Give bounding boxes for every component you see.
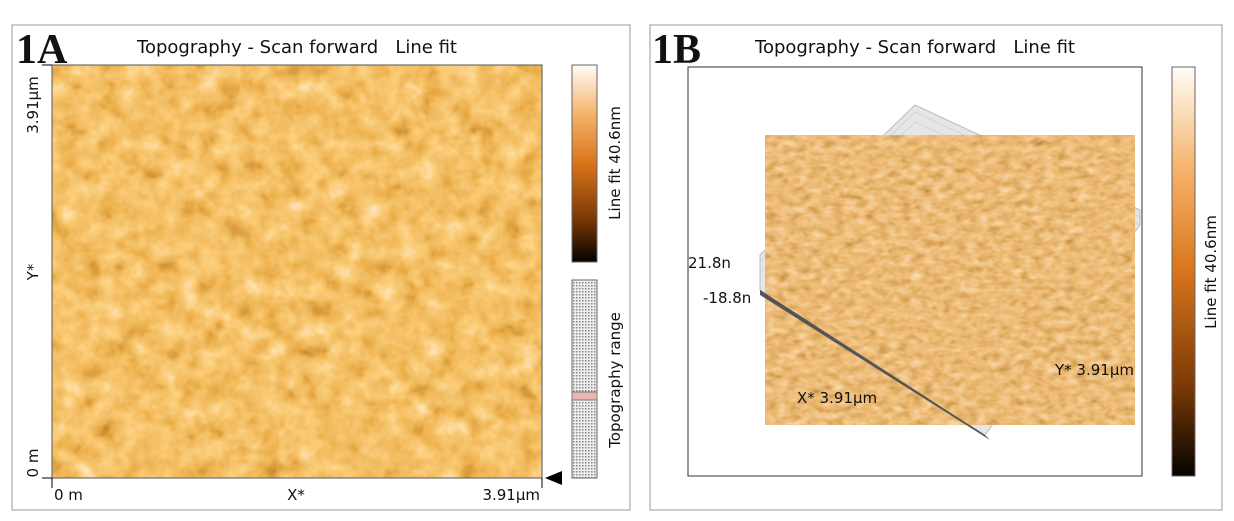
panel-b: 1B Topography - Scan forward Line fit 21… [649, 24, 1223, 511]
image-border [51, 64, 543, 479]
x-axis-right: 3.91µm [482, 486, 540, 504]
x-axis-label: X* [287, 486, 305, 504]
range-bar [571, 279, 598, 479]
z-bottom: -18.8n [703, 289, 751, 307]
panel-title: Topography - Scan forward Line fit [136, 37, 457, 58]
x-axis-left: 0 m [54, 486, 83, 504]
afm-image [52, 65, 542, 478]
z-top: 21.8n [688, 254, 731, 272]
y-axis-label: Y* 3.91µm [1054, 361, 1134, 379]
colorbar [571, 64, 598, 263]
surface-edge [760, 290, 990, 440]
y-axis-top: 3.91µm [24, 76, 42, 134]
colorbar-label: Line fit 40.6nm [1202, 215, 1220, 329]
panel-a: 1A Topography - Scan forward Line fit 3.… [11, 24, 631, 511]
panel-label: 1B [652, 27, 701, 73]
x-axis-label: X* 3.91µm [797, 389, 877, 407]
y-axis-bottom: 0 m [24, 449, 42, 478]
colorbar-label: Line fit 40.6nm [606, 106, 624, 220]
y-axis-label: Y* [24, 263, 42, 281]
range-marker [571, 391, 598, 401]
panel-label: 1A [16, 27, 68, 73]
panel-title: Topography - Scan forward Line fit [754, 37, 1075, 58]
surface-3d [765, 135, 1135, 425]
range-label: Topography range [606, 312, 624, 449]
range-pointer [545, 471, 562, 485]
colorbar [1171, 66, 1196, 477]
